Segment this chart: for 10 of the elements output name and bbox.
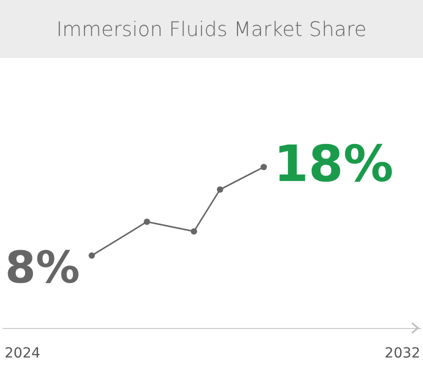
point — [190, 228, 198, 235]
text: 18% — [274, 135, 394, 193]
point — [144, 218, 150, 225]
x-tick-label: 2032 — [384, 346, 420, 362]
text: 8% — [5, 242, 80, 294]
point — [88, 252, 95, 259]
point — [260, 164, 267, 170]
x-tick-label: 2024 — [4, 346, 40, 362]
chart-title: Immersion Fluids Market Share — [0, 0, 423, 58]
point — [216, 186, 224, 193]
